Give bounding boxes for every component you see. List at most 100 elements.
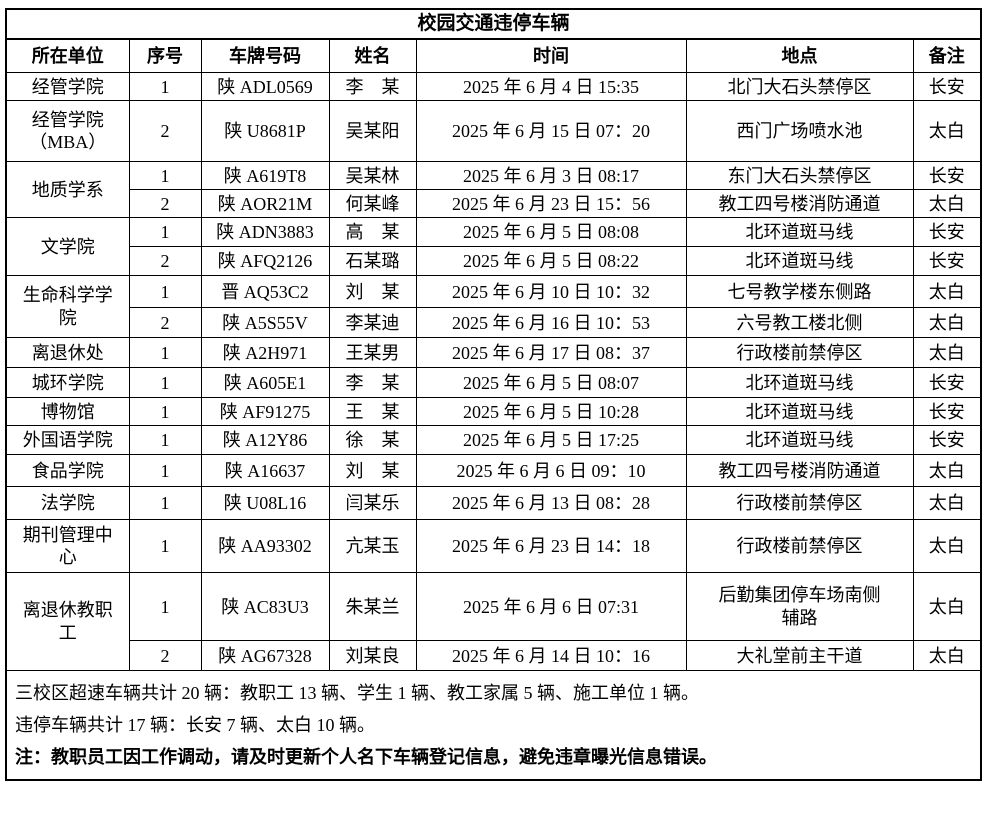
location-cell: 教工四号楼消防通道	[685, 189, 914, 219]
table-row: 经管学院 （MBA） 2 陕 U8681P 吴某阳 2025 年 6 月 15 …	[5, 100, 982, 163]
location-cell: 行政楼前禁停区	[685, 519, 914, 574]
time-cell: 2025 年 6 月 6 日 07:31	[415, 572, 687, 642]
table-row: 生命科学学 院 1 晋 AQ53C2 刘 某 2025 年 6 月 10 日 1…	[5, 275, 982, 339]
unit-cell: 离退休处	[5, 337, 130, 369]
name-cell: 吴某阳	[328, 100, 417, 163]
time-cell: 2025 年 6 月 5 日 17:25	[415, 425, 687, 456]
footer-note-line: 注：教职员工因工作调动，请及时更新个人名下车辆登记信息，避免违章曝光信息错误。	[15, 747, 717, 768]
name-cell: 王 某	[328, 397, 417, 427]
col-header-plate: 车牌号码	[200, 38, 330, 74]
time-cell: 2025 年 6 月 23 日 14：18	[415, 519, 687, 574]
plate-cell: 陕 A2H971	[200, 337, 330, 369]
plate-cell: 晋 AQ53C2	[200, 275, 330, 309]
plate-cell: 陕 AC83U3	[200, 572, 330, 642]
name-cell: 亢某玉	[328, 519, 417, 574]
location-cell: 北环道斑马线	[685, 425, 914, 456]
seq-cell: 1	[128, 486, 202, 521]
unit-cell: 城环学院	[5, 367, 130, 399]
location-cell: 教工四号楼消防通道	[685, 454, 914, 488]
unit-cell: 文学院	[5, 217, 130, 277]
unit-cell: 经管学院 （MBA）	[5, 100, 130, 163]
note-cell: 太白	[912, 100, 982, 163]
unit-cell: 生命科学学 院	[5, 275, 130, 339]
summary-parking-line: 违停车辆共计 17 辆：长安 7 辆、太白 10 辆。	[15, 715, 375, 736]
time-cell: 2025 年 6 月 15 日 07：20	[415, 100, 687, 163]
name-cell: 高 某	[328, 217, 417, 248]
name-cell: 李某迪	[328, 307, 417, 339]
unit-cell: 博物馆	[5, 397, 130, 427]
seq-cell: 1	[128, 161, 202, 191]
time-cell: 2025 年 6 月 5 日 08:22	[415, 246, 687, 277]
note-cell: 太白	[912, 307, 982, 339]
seq-cell: 1	[128, 425, 202, 456]
name-cell: 刘 某	[328, 454, 417, 488]
col-header-seq: 序号	[128, 38, 202, 74]
plate-cell: 陕 A5S55V	[200, 307, 330, 339]
time-cell: 2025 年 6 月 5 日 08:07	[415, 367, 687, 399]
seq-cell: 1	[128, 367, 202, 399]
time-cell: 2025 年 6 月 14 日 10：16	[415, 640, 687, 672]
note-cell: 太白	[912, 572, 982, 642]
summary-speeding-line: 三校区超速车辆共计 20 辆：教职工 13 辆、学生 1 辆、教工家属 5 辆、…	[15, 683, 699, 704]
plate-cell: 陕 AA93302	[200, 519, 330, 574]
name-cell: 王某男	[328, 337, 417, 369]
page-title: 校园交通违停车辆	[5, 8, 982, 40]
plate-cell: 陕 AG67328	[200, 640, 330, 672]
note-cell: 长安	[912, 217, 982, 248]
name-cell: 李 某	[328, 72, 417, 102]
seq-cell: 2	[128, 100, 202, 163]
table-row: 博物馆 1 陕 AF91275 王 某 2025 年 6 月 5 日 10:28…	[5, 397, 982, 427]
location-cell: 大礼堂前主干道	[685, 640, 914, 672]
time-cell: 2025 年 6 月 16 日 10：53	[415, 307, 687, 339]
location-cell: 行政楼前禁停区	[685, 486, 914, 521]
summary-cell: 三校区超速车辆共计 20 辆：教职工 13 辆、学生 1 辆、教工家属 5 辆、…	[5, 670, 982, 781]
col-header-location: 地点	[685, 38, 914, 74]
col-header-name: 姓名	[328, 38, 417, 74]
seq-cell: 1	[128, 337, 202, 369]
seq-cell: 2	[128, 640, 202, 672]
name-cell: 李 某	[328, 367, 417, 399]
unit-cell: 离退休教职 工	[5, 572, 130, 672]
location-cell: 北环道斑马线	[685, 217, 914, 248]
location-cell: 东门大石头禁停区	[685, 161, 914, 191]
table-row: 2 陕 AOR21M 何某峰 2025 年 6 月 23 日 15：56 教工四…	[6, 189, 982, 219]
seq-cell: 2	[128, 307, 202, 339]
name-cell: 徐 某	[328, 425, 417, 456]
note-cell: 太白	[912, 189, 982, 219]
location-cell: 七号教学楼东侧路	[685, 275, 914, 309]
note-cell: 太白	[912, 486, 982, 521]
name-cell: 石某璐	[328, 246, 417, 277]
location-cell: 六号教工楼北侧	[685, 307, 914, 339]
time-cell: 2025 年 6 月 23 日 15：56	[415, 189, 687, 219]
name-cell: 何某峰	[328, 189, 417, 219]
col-header-unit: 所在单位	[5, 38, 130, 74]
table-row: 城环学院 1 陕 A605E1 李 某 2025 年 6 月 5 日 08:07…	[5, 367, 982, 399]
table-title-row: 校园交通违停车辆	[5, 8, 982, 40]
unit-cell: 经管学院	[5, 72, 130, 102]
note-cell: 太白	[912, 519, 982, 574]
plate-cell: 陕 AF91275	[200, 397, 330, 427]
note-cell: 太白	[912, 275, 982, 309]
time-cell: 2025 年 6 月 5 日 08:08	[415, 217, 687, 248]
note-cell: 长安	[912, 425, 982, 456]
plate-cell: 陕 A619T8	[200, 161, 330, 191]
note-cell: 太白	[912, 640, 982, 672]
unit-cell: 地质学系	[5, 161, 130, 219]
plate-cell: 陕 ADL0569	[200, 72, 330, 102]
plate-cell: 陕 A12Y86	[200, 425, 330, 456]
table-header-row: 所在单位 序号 车牌号码 姓名 时间 地点 备注	[5, 38, 982, 74]
note-cell: 长安	[912, 367, 982, 399]
seq-cell: 1	[128, 217, 202, 248]
location-cell: 北环道斑马线	[685, 367, 914, 399]
seq-cell: 1	[128, 572, 202, 642]
note-cell: 长安	[912, 246, 982, 277]
plate-cell: 陕 AFQ2126	[200, 246, 330, 277]
table-footer-row: 三校区超速车辆共计 20 辆：教职工 13 辆、学生 1 辆、教工家属 5 辆、…	[5, 670, 982, 781]
location-cell: 北门大石头禁停区	[685, 72, 914, 102]
time-cell: 2025 年 6 月 6 日 09：10	[415, 454, 687, 488]
name-cell: 刘 某	[328, 275, 417, 309]
plate-cell: 陕 AOR21M	[200, 189, 330, 219]
location-cell: 北环道斑马线	[685, 397, 914, 427]
seq-cell: 2	[128, 189, 202, 219]
